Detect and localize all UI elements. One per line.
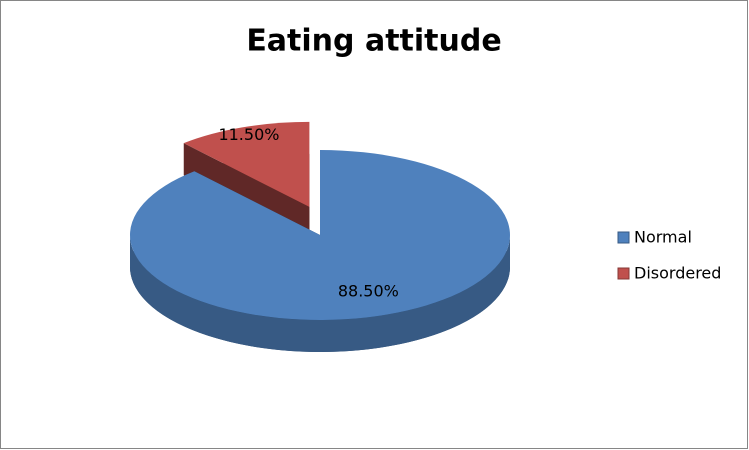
data-label: 88.50%: [338, 282, 399, 301]
slice-side: [130, 235, 510, 352]
legend-swatch: [617, 231, 630, 244]
legend-swatch: [617, 267, 630, 280]
legend-label: Disordered: [634, 264, 721, 283]
slice: [183, 121, 310, 207]
data-label: 11.50%: [218, 125, 279, 144]
chart-title: Eating attitude: [246, 24, 501, 59]
slice: [129, 150, 510, 320]
legend-label: Normal: [634, 228, 692, 247]
